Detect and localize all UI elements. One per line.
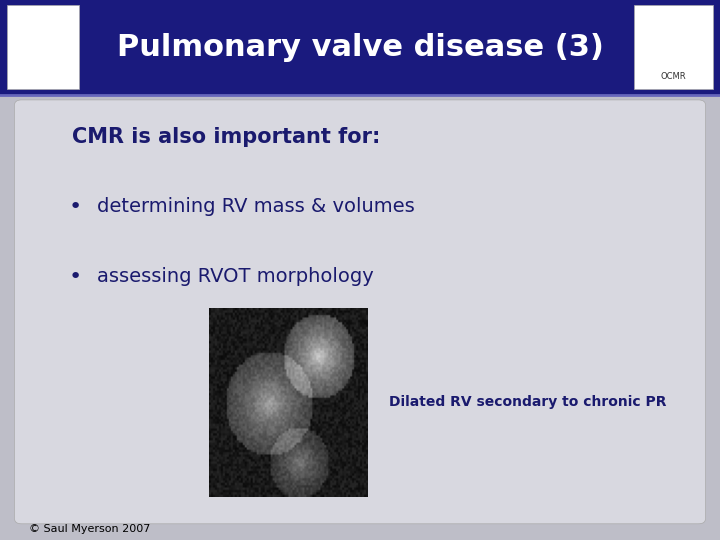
Text: © Saul Myerson 2007: © Saul Myerson 2007 — [29, 523, 150, 534]
Bar — [0, 0, 720, 94]
Text: assessing RVOT morphology: assessing RVOT morphology — [97, 267, 374, 286]
Text: determining RV mass & volumes: determining RV mass & volumes — [97, 197, 415, 216]
Text: •: • — [69, 267, 82, 287]
Bar — [634, 5, 713, 89]
Text: •: • — [69, 197, 82, 217]
Bar — [7, 5, 79, 89]
Text: Dilated RV secondary to chronic PR: Dilated RV secondary to chronic PR — [389, 395, 666, 409]
FancyBboxPatch shape — [14, 100, 706, 524]
Text: OCMR: OCMR — [660, 72, 686, 81]
Text: Pulmonary valve disease (3): Pulmonary valve disease (3) — [117, 33, 603, 62]
Text: CMR is also important for:: CMR is also important for: — [72, 127, 380, 147]
